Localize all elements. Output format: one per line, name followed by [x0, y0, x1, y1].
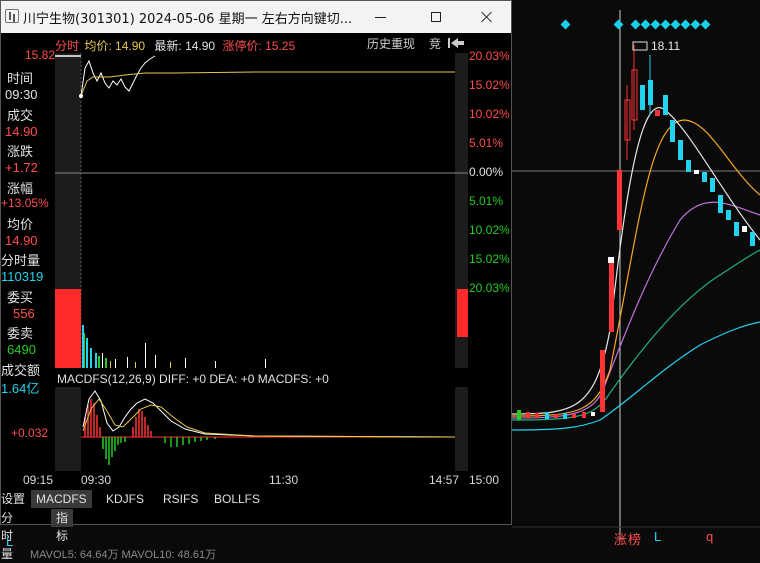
- pct-tick: 10.02%: [469, 107, 510, 121]
- app-icon: [5, 9, 19, 23]
- time-tick: 11:30: [269, 473, 299, 487]
- avg-value: 14.90: [5, 233, 38, 248]
- change-pct-value: +13.05%: [1, 196, 49, 210]
- title-bar[interactable]: 川宁生物(301301) 2024-05-06 星期一 左右方向键切...: [1, 1, 511, 33]
- tab-macdfs[interactable]: MACDFS: [31, 490, 92, 508]
- tab-bollfs[interactable]: BOLLFS: [214, 492, 261, 506]
- turnover-label: 成交额: [1, 363, 41, 378]
- L-marker-1: L: [654, 529, 662, 544]
- avg-label: 均价: [7, 217, 34, 232]
- window-title: 川宁生物(301301) 2024-05-06 星期一 左右方向键切...: [23, 12, 353, 27]
- time-label: 时间: [7, 71, 34, 86]
- minute-volume-label: 分时量: [1, 253, 41, 268]
- macd-chart[interactable]: [55, 387, 468, 471]
- limit-up-label[interactable]: 涨: [614, 532, 628, 547]
- indicator-tabs: 设置 MACDFS KDJFS RSIFS BOLLFS: [1, 490, 513, 508]
- change-label: 涨跌: [7, 144, 34, 159]
- ask-label: 委卖: [7, 326, 34, 341]
- L-marker-2: L: [6, 534, 14, 549]
- trade-label: 成交: [7, 108, 34, 123]
- time-tick: 09:30: [81, 473, 112, 487]
- ask-value: 6490: [7, 342, 36, 357]
- time-tick: 14:57: [429, 473, 460, 487]
- fenshi-label[interactable]: 分时: [55, 39, 80, 53]
- history-replay-button[interactable]: 历史重现: [367, 37, 416, 51]
- pct-tick: 15.02%: [469, 252, 510, 266]
- time-tick: 09:15: [23, 473, 54, 487]
- macd-indicator-label: MACDFS(12,26,9) DIFF: +0 DEA: +0 MACDFS:…: [57, 372, 329, 386]
- time-value: 09:30: [5, 87, 38, 102]
- time-tick: 15:00: [469, 473, 500, 487]
- auction-button[interactable]: 竞: [429, 37, 442, 51]
- pct-tick: 20.03%: [469, 49, 510, 63]
- minute-volume-value: 110319: [1, 269, 44, 284]
- minimize-icon[interactable]: [358, 1, 404, 33]
- top-price-label: 15.82: [25, 48, 56, 62]
- latest-price-label: 最新: 14.90: [154, 39, 216, 53]
- pct-tick: 10.02%: [469, 223, 510, 237]
- intraday-popup-window[interactable]: 川宁生物(301301) 2024-05-06 星期一 左右方向键切... 分时…: [0, 0, 513, 561]
- bang-label[interactable]: 榜: [628, 532, 642, 547]
- close-icon[interactable]: [464, 1, 510, 33]
- change-pct-label: 涨幅: [7, 181, 34, 196]
- info-bar: 分时 均价: 14.90 最新: 14.90 涨停价: 15.25: [55, 37, 295, 54]
- tab-kdjfs[interactable]: KDJFS: [106, 492, 145, 506]
- maximize-icon[interactable]: [413, 1, 459, 33]
- tab-settings[interactable]: 设置: [1, 492, 26, 506]
- limit-up-price-label: 涨停价: 15.25: [222, 39, 296, 53]
- pct-tick: 20.03%: [469, 281, 510, 295]
- pct-tick: 5.01%: [469, 136, 504, 150]
- tab-indicator[interactable]: 指标: [51, 509, 74, 543]
- arrow-back-icon[interactable]: [447, 36, 465, 50]
- change-value: +1.72: [5, 160, 38, 175]
- mavol-label: MAVOL5: 64.64万 MAVOL10: 48.61万: [30, 549, 217, 561]
- trade-value: 14.90: [5, 124, 38, 139]
- pct-tick: 5.01%: [469, 194, 504, 208]
- turnover-value: 1.64亿: [1, 381, 40, 396]
- pct-tick: 0.00%: [469, 165, 504, 179]
- q-marker: q: [706, 529, 714, 544]
- bid-value: 556: [13, 306, 35, 321]
- macd-value-label: +0.032: [11, 426, 49, 440]
- tab-minute-volume[interactable]: 分时量: [1, 511, 14, 561]
- tab-rsifs[interactable]: RSIFS: [163, 492, 199, 506]
- pct-tick: 15.02%: [469, 78, 510, 92]
- high-price-label: 18.11: [651, 39, 681, 53]
- bid-label: 委买: [7, 290, 34, 305]
- avg-price-label: 均价: 14.90: [84, 39, 146, 53]
- quote-side-panel: 15.82 时间 09:30 成交 14.90 涨跌 +1.72 涨幅 +13.…: [1, 35, 55, 495]
- intraday-chart[interactable]: [55, 53, 468, 368]
